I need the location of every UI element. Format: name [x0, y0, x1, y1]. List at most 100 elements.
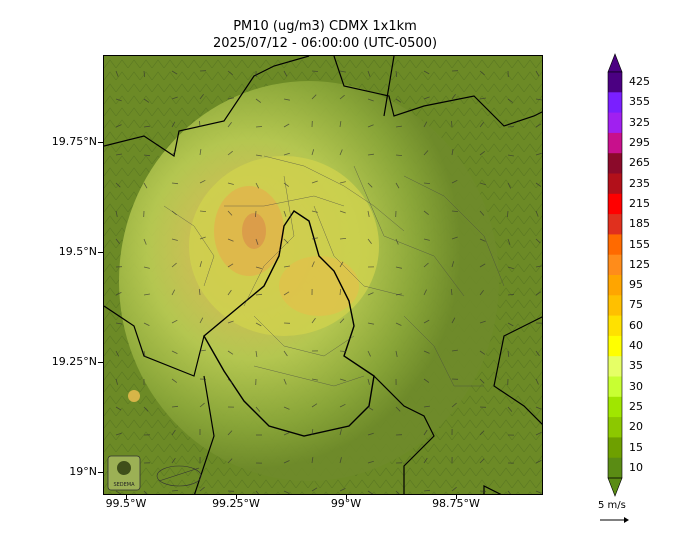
colorbar-segment: [608, 72, 622, 93]
wind-vector: [171, 457, 176, 464]
wind-vector: [535, 265, 542, 268]
lon-tick: [236, 495, 237, 499]
wind-vector: [395, 238, 399, 245]
wind-vector: [451, 93, 456, 100]
wind-vector: [535, 98, 542, 101]
wind-vector: [255, 154, 262, 157]
colorbar-segment: [608, 112, 622, 134]
colorbar-tick-label: 235: [629, 176, 650, 190]
wind-vector: [535, 210, 539, 217]
lon-label-98-75: 98.75°W: [432, 497, 480, 510]
wind-vector: [451, 261, 455, 268]
wind-vector: [367, 153, 374, 156]
wind-vector: [227, 210, 233, 216]
wind-vector: [535, 350, 540, 357]
wind-vector: [171, 429, 176, 436]
colorbar-segment: [608, 356, 622, 377]
wind-vector: [143, 125, 150, 128]
wind-vector: [479, 210, 485, 216]
colorbar-tick-label: 20: [629, 420, 643, 434]
wind-key-arrow: [600, 517, 629, 523]
secondary-logo: [156, 465, 202, 487]
wind-vector: [479, 263, 486, 268]
wind-vector: [535, 490, 542, 494]
colorbar-tick-label: 75: [629, 298, 643, 312]
wind-vector: [227, 121, 232, 128]
colorbar-tick-label: 10: [629, 460, 643, 474]
wind-vector: [367, 98, 374, 102]
wind-vector: [395, 350, 398, 357]
colorbar-segment: [608, 193, 622, 215]
wind-vector: [479, 320, 486, 324]
wind-vector: [115, 182, 121, 188]
wind-vector: [227, 150, 233, 156]
wind-vector: [507, 238, 511, 245]
wind-vector: [227, 350, 234, 355]
wind-vector: [255, 350, 258, 357]
wind-vector: [395, 406, 401, 412]
wind-vector: [311, 210, 318, 213]
wind-vector: [199, 210, 207, 212]
lat-tick: [98, 252, 103, 253]
wind-vector: [507, 126, 515, 128]
wind-vector: [339, 238, 347, 240]
wind-vector: [423, 429, 428, 436]
wind-vector: [367, 406, 374, 411]
wind-vector: [479, 378, 485, 384]
wind-vector: [115, 322, 122, 325]
wind-vector: [535, 238, 541, 244]
wind-vector: [479, 458, 485, 464]
colorbar-tick-label: 125: [629, 257, 650, 271]
wind-vector: [283, 378, 287, 385]
wind-vector: [479, 289, 484, 296]
wind-vector: [423, 121, 428, 128]
wind-vector: [479, 182, 486, 186]
wind-vector: [311, 457, 314, 464]
wind-vector: [423, 378, 430, 383]
wind-vector: [311, 70, 319, 72]
lat-label-19: 19°N: [69, 465, 97, 478]
wind-vector: [367, 210, 370, 217]
wind-vector: [283, 210, 287, 217]
wind-vector: [423, 289, 427, 296]
colorbar-extend-bottom: [607, 477, 623, 497]
wind-vector: [283, 350, 288, 357]
colorbar-tick-label: 325: [629, 115, 650, 129]
wind-vector: [395, 293, 402, 296]
wind-vector: [479, 430, 485, 436]
wind-vector: [199, 261, 202, 268]
wind-vector: [339, 210, 346, 214]
wind-vector: [311, 403, 318, 408]
lat-tick: [98, 142, 103, 143]
colorbar-tick-label: 355: [629, 95, 650, 109]
municipal-boundaries: [163, 155, 505, 387]
map-panel: SEDEMA: [103, 55, 543, 495]
wind-vector: [507, 350, 510, 357]
wind-vector: [311, 237, 318, 240]
lon-label-99-25: 99.25°W: [212, 497, 260, 510]
wind-vector: [115, 153, 122, 156]
wind-vector: [507, 322, 514, 327]
lat-label-19-5: 19.5°N: [58, 245, 97, 258]
wind-vector: [311, 487, 318, 492]
wind-vector: [339, 94, 345, 100]
wind-vector: [283, 70, 288, 77]
wind-vector: [227, 263, 234, 268]
wind-vector: [311, 149, 315, 156]
wind-vector: [171, 490, 179, 492]
colorbar-segment: [608, 173, 622, 195]
wind-vector: [339, 350, 347, 352]
wind-vector: [395, 182, 400, 189]
wind-vector: [199, 486, 205, 492]
wind-vector: [283, 406, 290, 410]
wind-vector: [423, 150, 429, 156]
wind-vector: [367, 124, 374, 128]
colorbar-segment: [608, 396, 622, 418]
wind-vector: [227, 378, 233, 384]
wind-vector: [171, 262, 177, 268]
wind-vector: [451, 236, 458, 240]
wind-vector: [171, 350, 178, 354]
colorbar-segment: [608, 417, 622, 438]
wind-vector: [339, 403, 346, 408]
colorbar-tick-label: 15: [629, 440, 643, 454]
